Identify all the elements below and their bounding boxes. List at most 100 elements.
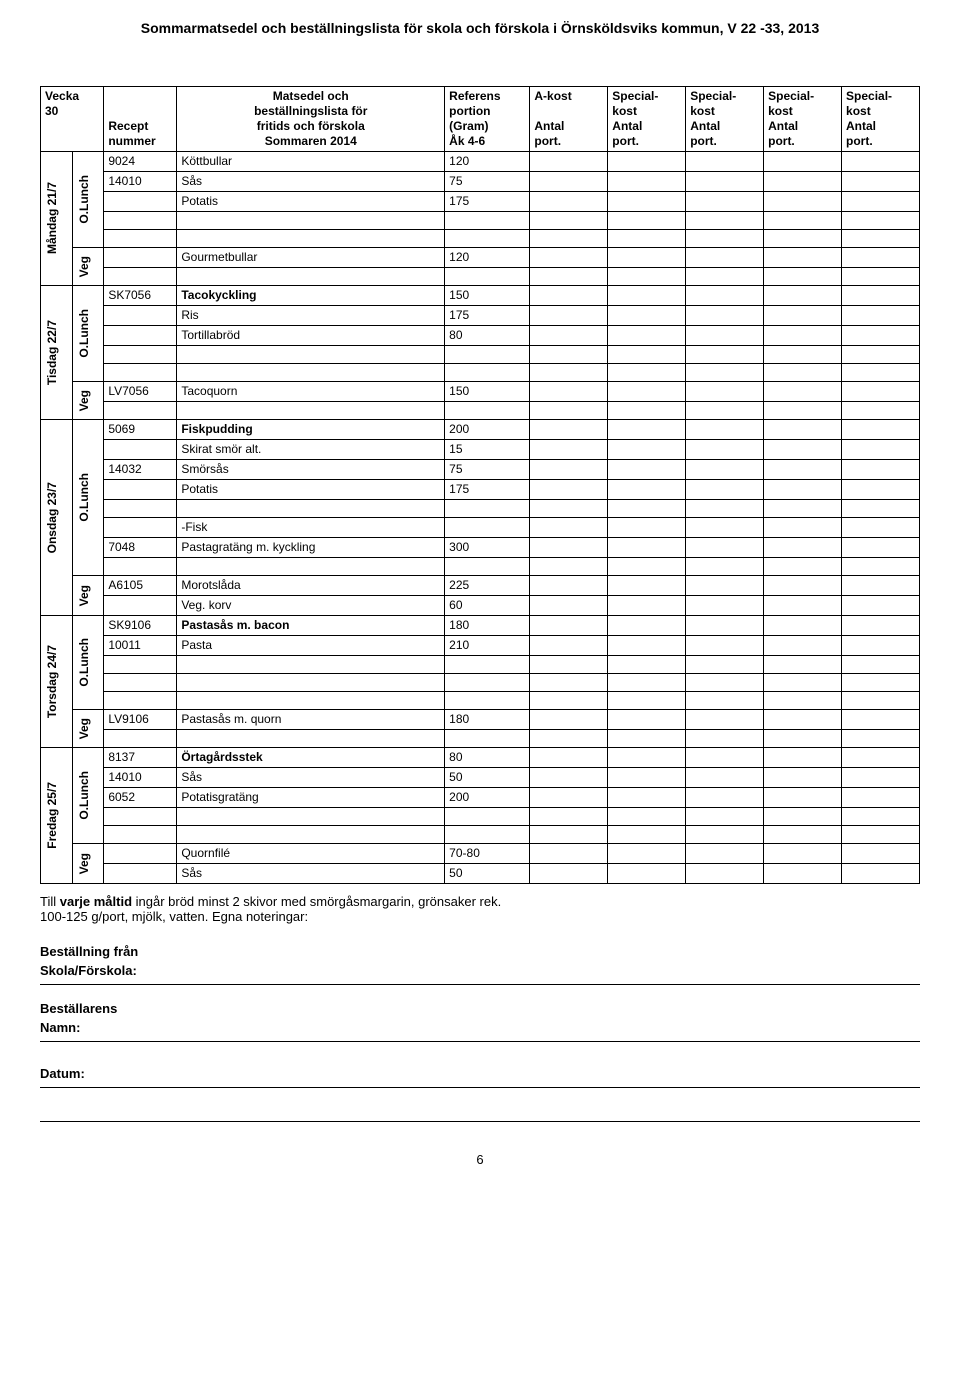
matsedel-l1: Matsedel och	[273, 89, 349, 103]
ref-l3: (Gram)	[449, 119, 488, 133]
table-row: Veg LV9106Pastasås m. quorn180	[41, 710, 920, 730]
name-cell: Fiskpudding	[177, 420, 445, 440]
name-cell: -Fisk	[177, 518, 445, 538]
recept-cell: SK9106	[104, 616, 177, 636]
day-wed: Onsdag 23/7	[45, 482, 60, 553]
sp4-l1: Special-	[846, 89, 892, 103]
veg-label: Veg	[77, 256, 92, 277]
ref-cell: 75	[445, 172, 530, 192]
table-row: Potatis175	[41, 192, 920, 212]
recept-cell: 8137	[104, 748, 177, 768]
table-row: Veg Quornfilé70-80	[41, 844, 920, 864]
table-row: Tisdag 22/7 O.Lunch SK7056 Tacokyckling …	[41, 286, 920, 306]
ref-cell: 200	[445, 788, 530, 808]
table-row	[41, 364, 920, 382]
table-row: Onsdag 23/7 O.Lunch 5069 Fiskpudding 200	[41, 420, 920, 440]
table-row	[41, 692, 920, 710]
day-fri: Fredag 25/7	[45, 782, 60, 849]
table-row: Torsdag 24/7 O.Lunch SK9106 Pastasås m. …	[41, 616, 920, 636]
table-row	[41, 826, 920, 844]
table-row	[41, 268, 920, 286]
name-cell: Quornfilé	[177, 844, 445, 864]
name-cell: Smörsås	[177, 460, 445, 480]
veg-label: Veg	[77, 853, 92, 874]
notes-l1c: ingår bröd minst 2 skivor med smörgåsmar…	[132, 894, 501, 909]
notes-l2: 100-125 g/port, mjölk, vatten. Egna note…	[40, 909, 308, 924]
bestallarens-label: Beställarens	[40, 1001, 117, 1016]
olunch-label: O.Lunch	[77, 309, 92, 358]
table-row: -Fisk	[41, 518, 920, 538]
ref-l2: portion	[449, 104, 490, 118]
akost-l1: A-kost	[534, 89, 571, 103]
ref-cell: 150	[445, 286, 530, 306]
name-cell: Tacoquorn	[177, 382, 445, 402]
page-number: 6	[40, 1152, 920, 1167]
table-row: Veg LV7056Tacoquorn150	[41, 382, 920, 402]
menu-table: Vecka 30 Recept nummer Matsedel och best…	[40, 86, 920, 884]
recept-cell: 9024	[104, 152, 177, 172]
sp1-antal: Antal	[612, 119, 642, 133]
name-cell: Potatisgratäng	[177, 788, 445, 808]
table-row: 6052Potatisgratäng200	[41, 788, 920, 808]
sp2-antal: Antal	[690, 119, 720, 133]
recept-label: Recept	[108, 119, 148, 133]
table-row: 14010Sås50	[41, 768, 920, 788]
day-tue: Tisdag 22/7	[45, 320, 60, 385]
name-cell: Sås	[177, 768, 445, 788]
veg-label: Veg	[77, 585, 92, 606]
sp1-port: port.	[612, 134, 639, 148]
recept-cell: SK7056	[104, 286, 177, 306]
ref-header: Referens portion (Gram) Åk 4-6	[445, 87, 530, 152]
name-cell: Tacokyckling	[177, 286, 445, 306]
recept-cell: 14032	[104, 460, 177, 480]
name-cell: Örtagårdsstek	[177, 748, 445, 768]
akost-header: A-kost Antal port.	[530, 87, 608, 152]
sp2-port: port.	[690, 134, 717, 148]
table-row	[41, 558, 920, 576]
name-cell: Ris	[177, 306, 445, 326]
divider	[40, 1041, 920, 1042]
name-cell: Potatis	[177, 480, 445, 500]
sp1-l1: Special-	[612, 89, 658, 103]
recept-cell: 7048	[104, 538, 177, 558]
name-cell: Tortillabröd	[177, 326, 445, 346]
recept-cell: 10011	[104, 636, 177, 656]
olunch-label: O.Lunch	[77, 771, 92, 820]
ref-cell: 75	[445, 460, 530, 480]
table-row: Ris175	[41, 306, 920, 326]
ref-cell: 225	[445, 576, 530, 596]
ref-cell: 300	[445, 538, 530, 558]
table-row: Sås50	[41, 864, 920, 884]
special2-header: Special- kost Antal port.	[686, 87, 764, 152]
bestallning-label: Beställning från	[40, 944, 138, 959]
skola-label: Skola/Förskola:	[40, 963, 137, 978]
sp4-port: port.	[846, 134, 873, 148]
ref-cell: 200	[445, 420, 530, 440]
divider	[40, 984, 920, 985]
ref-cell: 80	[445, 748, 530, 768]
table-row: Veg. korv60	[41, 596, 920, 616]
olunch-label: O.Lunch	[77, 175, 92, 224]
notes-l1b: varje måltid	[60, 894, 132, 909]
vecka-header: Vecka 30	[41, 87, 104, 152]
form-block: Beställning från Skola/Förskola: Beställ…	[40, 942, 920, 1122]
table-row	[41, 674, 920, 692]
ref-cell: 60	[445, 596, 530, 616]
notes-l1a: Till	[40, 894, 60, 909]
ref-cell: 175	[445, 306, 530, 326]
ref-cell: 210	[445, 636, 530, 656]
table-row: Potatis175	[41, 480, 920, 500]
table-row: Fredag 25/7 O.Lunch 8137 Örtagårdsstek 8…	[41, 748, 920, 768]
sp2-l2: kost	[690, 104, 715, 118]
veg-label: Veg	[77, 390, 92, 411]
sp3-l2: kost	[768, 104, 793, 118]
sp3-port: port.	[768, 134, 795, 148]
sp4-antal: Antal	[846, 119, 876, 133]
sp3-antal: Antal	[768, 119, 798, 133]
table-row: 10011Pasta210	[41, 636, 920, 656]
veg-label: Veg	[77, 718, 92, 739]
table-row: Skirat smör alt.15	[41, 440, 920, 460]
ref-cell: 150	[445, 382, 530, 402]
namn-label: Namn:	[40, 1020, 80, 1035]
name-cell: Sås	[177, 864, 445, 884]
